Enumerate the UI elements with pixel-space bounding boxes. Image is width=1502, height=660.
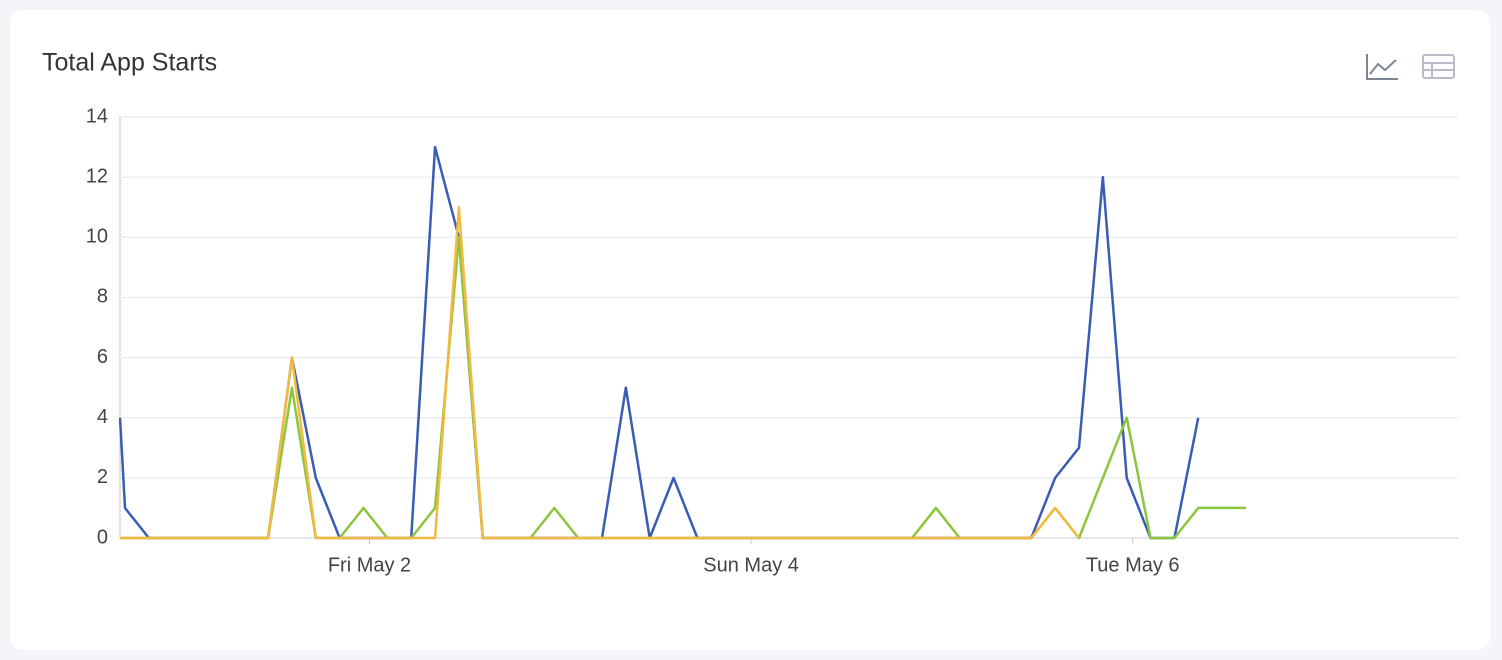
line-view-button[interactable]: [1366, 54, 1398, 80]
x-tick-label: Fri May 2: [328, 554, 411, 576]
y-tick-label: 10: [86, 226, 108, 248]
plot-area: [119, 145, 1246, 540]
y-tick-label: 2: [97, 466, 108, 488]
y-tick-label: 6: [97, 346, 108, 368]
y-tick-label: 8: [97, 286, 108, 308]
line-icon-axis: [1366, 54, 1398, 80]
chart-title: Total App Starts: [42, 49, 217, 77]
y-tick-label: 12: [86, 165, 108, 187]
x-tick-label: Sun May 4: [703, 554, 799, 576]
line-icon-trace: [1369, 59, 1397, 75]
y-tick-label: 4: [97, 406, 108, 428]
table-view-button[interactable]: [1422, 54, 1455, 79]
x-tick-label: Tue May 6: [1086, 554, 1180, 576]
y-tick-label: 0: [97, 526, 108, 548]
y-tick-label: 14: [86, 105, 108, 127]
series-line: [119, 145, 1200, 540]
table-icon-frame: [1422, 54, 1455, 79]
series-line: [120, 205, 1080, 540]
